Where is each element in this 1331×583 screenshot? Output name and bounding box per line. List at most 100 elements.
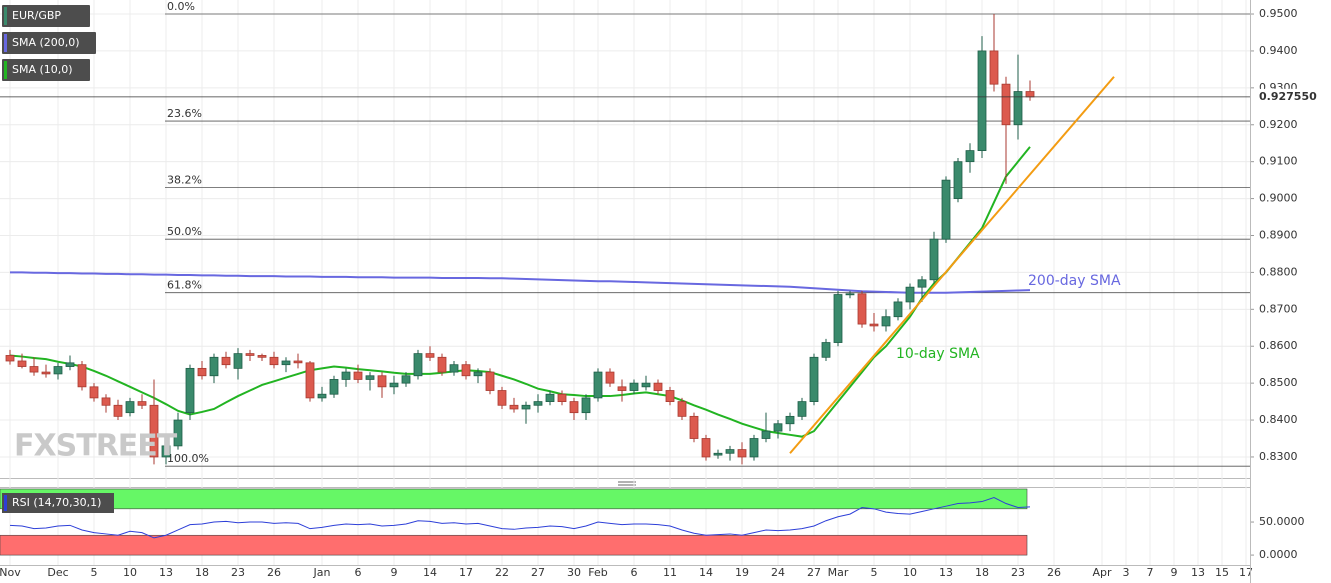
- candle-body: [281, 360, 291, 366]
- candle-body: [293, 360, 303, 364]
- candle-body: [365, 375, 375, 380]
- watermark: FXSTREET: [14, 429, 178, 464]
- candle-body: [521, 404, 531, 410]
- x-tick-label: 23: [231, 566, 245, 579]
- legend-label: EUR/GBP: [12, 9, 61, 22]
- y-tick-label: 0.9500: [1259, 7, 1298, 20]
- candle-body: [377, 375, 387, 388]
- candle-body: [941, 179, 951, 240]
- candle-body: [173, 419, 183, 447]
- annotation: 200-day SMA: [1028, 273, 1121, 289]
- y-tick-label: 0.9100: [1259, 155, 1298, 168]
- x-tick-label: 24: [771, 566, 785, 579]
- x-tick-label: 5: [871, 566, 878, 579]
- fib-label: 100.0%: [167, 452, 209, 465]
- candle-body: [953, 161, 963, 199]
- candle-body: [557, 393, 567, 402]
- x-tick-label: 13: [1191, 566, 1205, 579]
- candle-body: [77, 364, 87, 388]
- candle-body: [605, 371, 615, 384]
- candle-body: [761, 430, 771, 439]
- x-tick-label: 13: [159, 566, 173, 579]
- x-tick-label: 6: [631, 566, 638, 579]
- candle-body: [137, 401, 147, 406]
- candle-body: [149, 404, 159, 458]
- legend-label: SMA (200,0): [12, 36, 80, 49]
- legend-box: [2, 5, 90, 27]
- candle-body: [221, 356, 231, 366]
- x-tick-label: Jan: [313, 566, 331, 579]
- y-tick-label: 0.8500: [1259, 376, 1298, 389]
- y-tick-label: 50.0000: [1259, 515, 1305, 528]
- candle-body: [497, 390, 507, 406]
- y-tick-label: 0.8700: [1259, 302, 1298, 315]
- candle-body: [17, 360, 27, 367]
- x-tick-label: 18: [975, 566, 989, 579]
- candle-body: [233, 353, 243, 369]
- y-tick-label: 0.8600: [1259, 339, 1298, 352]
- x-tick-label: 10: [123, 566, 137, 579]
- y-tick-label: 0.8400: [1259, 413, 1298, 426]
- candle-body: [389, 382, 399, 388]
- candle-body: [509, 404, 519, 410]
- x-tick-label: 15: [1215, 566, 1229, 579]
- candle-body: [317, 393, 327, 399]
- x-tick-label: 17: [1239, 566, 1253, 579]
- candle-body: [737, 449, 747, 458]
- candle-body: [785, 415, 795, 425]
- x-tick-label: 9: [1171, 566, 1178, 579]
- candle-body: [965, 150, 975, 163]
- candle-body: [569, 401, 579, 414]
- candle-body: [821, 342, 831, 358]
- fib-label: 50.0%: [167, 225, 202, 238]
- fib-label: 0.0%: [167, 0, 195, 13]
- candle-body: [437, 356, 447, 373]
- candle-body: [749, 438, 759, 458]
- candle-body: [653, 382, 663, 391]
- legend-box: [2, 32, 96, 54]
- candle-body: [125, 401, 135, 414]
- candle-body: [893, 301, 903, 318]
- x-tick-label: Nov: [0, 566, 21, 579]
- y-tick-label: 0.8300: [1259, 450, 1298, 463]
- candle-body: [413, 353, 423, 377]
- x-tick-label: 9: [391, 566, 398, 579]
- legend-swatch: [4, 34, 7, 52]
- candle-body: [677, 401, 687, 417]
- candle-body: [917, 279, 927, 288]
- x-tick-label: 18: [195, 566, 209, 579]
- candle-body: [353, 371, 363, 380]
- x-tick-label: Feb: [588, 566, 607, 579]
- y-tick-label: 0.8800: [1259, 265, 1298, 278]
- candle-body: [773, 423, 783, 432]
- legend-box: [2, 59, 90, 81]
- candle-body: [473, 371, 483, 377]
- x-tick-label: 11: [663, 566, 677, 579]
- candle-body: [989, 50, 999, 85]
- candle-body: [593, 371, 603, 399]
- candle-body: [809, 356, 819, 402]
- candle-body: [725, 449, 735, 454]
- x-tick-label: 6: [355, 566, 362, 579]
- candle-body: [1001, 83, 1011, 126]
- candle-body: [101, 397, 111, 406]
- candle-body: [881, 316, 891, 327]
- candle-body: [581, 397, 591, 414]
- x-tick-label: 23: [1011, 566, 1025, 579]
- x-tick-label: 19: [735, 566, 749, 579]
- candle-body: [1025, 91, 1035, 98]
- candle-body: [929, 238, 939, 281]
- candle-body: [185, 367, 195, 414]
- candle-body: [641, 382, 651, 388]
- x-tick-label: 17: [459, 566, 473, 579]
- candle-body: [209, 356, 219, 377]
- x-tick-label: 30: [567, 566, 581, 579]
- candle-body: [329, 379, 339, 395]
- candle-body: [41, 371, 51, 375]
- candle-body: [341, 371, 351, 380]
- trendline: [789, 76, 1115, 454]
- candle-body: [857, 293, 867, 325]
- candle-body: [113, 404, 123, 417]
- candle-body: [53, 366, 63, 375]
